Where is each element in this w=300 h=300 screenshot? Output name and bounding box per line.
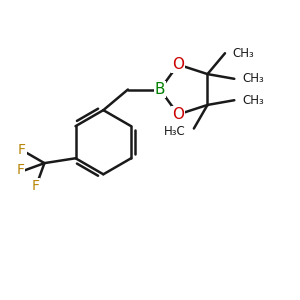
Text: CH₃: CH₃ [242,94,264,107]
Text: H₃C: H₃C [164,125,186,138]
Text: O: O [172,107,184,122]
Text: F: F [16,164,24,177]
Text: O: O [172,57,184,72]
Text: CH₃: CH₃ [233,47,254,60]
Text: F: F [18,143,26,158]
Text: CH₃: CH₃ [242,72,264,85]
Text: B: B [155,82,165,97]
Text: F: F [31,179,39,193]
